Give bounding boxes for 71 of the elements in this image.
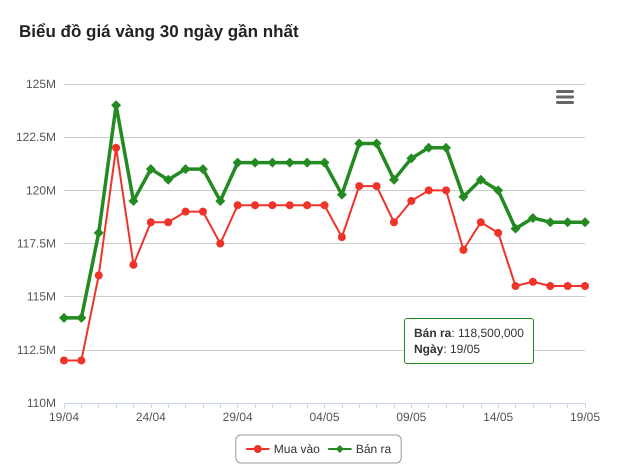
annotation: Bán ra: 118,500,000 Ngày: 19/05	[414, 325, 524, 357]
point	[406, 153, 416, 164]
point	[407, 196, 416, 205]
x-tick-label: 29/04	[222, 410, 254, 424]
point	[390, 218, 398, 226]
point	[146, 164, 156, 174]
point	[112, 144, 120, 152]
x-tick-label: 14/05	[483, 410, 514, 424]
point	[76, 312, 86, 323]
point	[234, 201, 242, 210]
point	[388, 174, 399, 185]
point	[441, 142, 452, 153]
point	[546, 282, 554, 290]
point	[164, 218, 172, 226]
point	[268, 201, 276, 210]
x-tick-label: 19/04	[48, 410, 80, 424]
y-tick-label: 115M	[26, 290, 56, 304]
point	[336, 190, 347, 200]
point	[512, 282, 520, 290]
legend-label: Bán ra	[356, 442, 392, 456]
point	[580, 217, 590, 228]
point	[476, 218, 485, 226]
point	[215, 196, 226, 206]
point	[60, 356, 68, 364]
point	[284, 158, 295, 168]
point	[338, 233, 346, 242]
point	[424, 186, 433, 194]
point	[564, 282, 572, 290]
point	[494, 228, 502, 237]
point	[528, 212, 538, 223]
y-tick-label: 110M	[26, 396, 56, 410]
point	[493, 185, 504, 196]
point	[94, 228, 104, 238]
point	[251, 201, 260, 210]
point	[163, 174, 174, 185]
x-tick-label: 19/05	[570, 410, 600, 424]
y-tick-label: 112.5M	[16, 342, 56, 357]
x-tick-label: 09/05	[396, 410, 427, 424]
point	[94, 271, 103, 280]
point	[510, 224, 521, 234]
legend-label: Mua vào	[274, 442, 320, 456]
point	[320, 158, 330, 168]
x-tick-label: 24/04	[136, 410, 166, 424]
point	[372, 182, 381, 190]
point	[354, 138, 364, 149]
point	[476, 174, 486, 185]
point	[355, 182, 364, 190]
point	[458, 192, 468, 202]
y-tick-label: 122.5M	[16, 130, 56, 144]
point	[146, 218, 155, 226]
point	[182, 208, 190, 216]
point	[320, 201, 328, 210]
point	[77, 356, 86, 364]
point	[232, 158, 243, 168]
y-tick-label: 120M	[26, 183, 56, 198]
point	[198, 208, 207, 216]
point	[286, 201, 294, 210]
point	[129, 260, 138, 269]
chart-title: Biểu đồ giá vàng 30 ngày gần nhất	[19, 22, 299, 41]
point	[459, 246, 468, 254]
point	[581, 282, 589, 290]
point	[303, 201, 312, 210]
x-tick-label: 04/05	[309, 410, 340, 424]
y-tick-label: 117.5M	[16, 236, 56, 250]
point	[216, 240, 224, 248]
point	[302, 158, 312, 168]
point	[372, 138, 382, 149]
point	[528, 278, 537, 286]
y-tick-label: 125M	[26, 77, 56, 91]
point	[59, 312, 69, 323]
point	[442, 186, 450, 194]
